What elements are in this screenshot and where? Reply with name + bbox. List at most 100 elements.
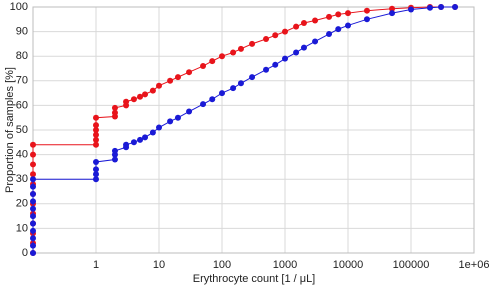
data-point xyxy=(30,161,36,168)
x-tick-label: 10 xyxy=(153,259,165,271)
data-point xyxy=(30,183,36,190)
data-point xyxy=(452,4,459,10)
data-point xyxy=(93,171,99,178)
data-point xyxy=(186,69,193,76)
data-point xyxy=(93,176,99,183)
data-point xyxy=(326,13,333,20)
data-point xyxy=(200,63,207,70)
data-point xyxy=(30,176,36,183)
data-point xyxy=(30,213,36,220)
data-point xyxy=(93,131,99,138)
data-point xyxy=(111,147,118,154)
x-tick-label: 1 xyxy=(93,259,99,271)
data-point xyxy=(30,151,36,158)
data-point xyxy=(123,141,130,148)
data-point xyxy=(408,6,414,13)
data-point xyxy=(335,26,342,33)
data-point xyxy=(123,98,130,105)
data-point xyxy=(30,141,36,148)
y-tick-label: 10 xyxy=(16,222,28,234)
data-point xyxy=(130,96,137,103)
data-point xyxy=(389,10,396,17)
x-tick-label: 10000 xyxy=(333,259,364,271)
data-point xyxy=(93,166,99,173)
series-line xyxy=(32,6,456,253)
y-tick-label: 0 xyxy=(22,247,28,259)
data-point xyxy=(156,82,162,89)
data-point xyxy=(93,127,99,133)
data-point xyxy=(389,5,396,12)
data-point xyxy=(282,28,288,35)
y-tick-label: 60 xyxy=(16,99,28,111)
data-point xyxy=(142,91,149,98)
data-point xyxy=(186,108,193,115)
x-tick-label: 100000 xyxy=(393,259,430,271)
data-point xyxy=(137,93,144,100)
y-tick-label: 90 xyxy=(16,26,28,38)
data-point xyxy=(300,44,307,51)
data-point xyxy=(93,141,99,148)
data-point xyxy=(174,114,181,121)
data-point xyxy=(282,55,288,62)
data-point xyxy=(149,87,156,94)
data-point xyxy=(272,32,279,39)
data-point xyxy=(293,23,300,30)
data-point xyxy=(93,136,99,143)
data-point xyxy=(219,90,225,97)
data-point xyxy=(263,66,270,73)
data-point xyxy=(142,134,149,141)
data-point xyxy=(219,53,225,60)
data-point xyxy=(111,109,118,116)
data-point xyxy=(149,129,156,136)
x-tick-label: 1000 xyxy=(273,259,297,271)
data-point xyxy=(263,35,270,42)
data-point xyxy=(345,22,351,29)
data-point xyxy=(111,104,118,111)
data-point xyxy=(30,220,36,227)
data-point xyxy=(30,250,36,256)
y-tick-label: 50 xyxy=(16,124,28,136)
data-point xyxy=(130,139,137,146)
data-point xyxy=(312,38,319,45)
data-point xyxy=(209,58,216,65)
data-point xyxy=(93,122,99,129)
data-point xyxy=(300,19,307,26)
data-point xyxy=(438,4,445,10)
data-point xyxy=(156,124,162,131)
data-point xyxy=(30,198,36,205)
data-point xyxy=(230,85,237,92)
x-tick-label: 100 xyxy=(213,259,231,271)
data-point xyxy=(363,16,370,23)
data-point xyxy=(237,45,244,52)
data-point xyxy=(312,17,319,24)
data-point xyxy=(326,31,333,38)
data-point xyxy=(237,80,244,87)
y-tick-label: 70 xyxy=(16,75,28,87)
data-point xyxy=(30,190,36,197)
data-point xyxy=(209,96,216,103)
y-tick-label: 40 xyxy=(16,149,28,161)
data-point xyxy=(111,156,118,163)
data-point xyxy=(30,235,36,242)
data-point xyxy=(30,242,36,249)
data-point xyxy=(30,205,36,212)
y-tick-label: 20 xyxy=(16,198,28,210)
plot-frame xyxy=(32,6,475,254)
data-point xyxy=(93,114,99,121)
y-tick-label: 30 xyxy=(16,173,28,185)
data-point xyxy=(230,49,237,56)
data-point xyxy=(335,11,342,18)
data-point xyxy=(249,40,256,47)
data-point xyxy=(174,74,181,81)
data-point xyxy=(200,101,207,108)
data-point xyxy=(167,77,174,84)
data-point xyxy=(137,136,144,143)
data-point xyxy=(272,61,279,68)
data-point xyxy=(93,158,99,165)
x-tick-label: 1e+06 xyxy=(459,259,490,271)
data-point xyxy=(363,7,370,14)
data-point xyxy=(30,171,36,178)
y-axis-title: Proportion of samples [%] xyxy=(4,67,16,193)
x-axis-title: Erythrocyte count [1 / μL] xyxy=(193,273,316,285)
